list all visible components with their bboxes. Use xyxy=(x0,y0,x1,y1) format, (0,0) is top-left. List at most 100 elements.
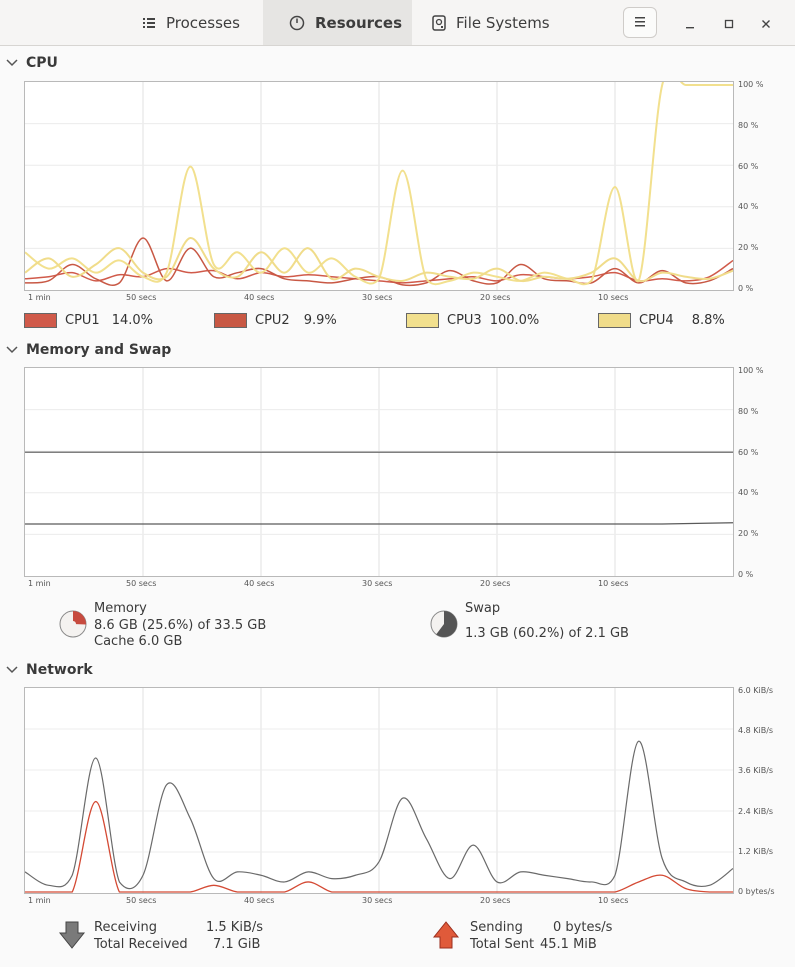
total-received-label: Total Received xyxy=(94,937,188,952)
tab-file-systems[interactable]: File Systems xyxy=(416,0,566,45)
tab-file-systems-label: File Systems xyxy=(456,13,550,32)
download-arrow-icon xyxy=(58,920,86,954)
x-tick-label: 1 min xyxy=(28,896,51,905)
y-tick-label: 20 % xyxy=(738,529,759,539)
x-tick-label: 20 secs xyxy=(480,579,511,588)
y-tick-label: 0 % xyxy=(738,570,754,579)
y-tick-label: 60 % xyxy=(738,447,759,457)
receiving-info: Receiving 1.5 KiB/s Total Received 7.1 GiB xyxy=(94,919,263,953)
y-tick-label: 60 % xyxy=(738,161,759,171)
total-sent-label: Total Sent xyxy=(470,937,535,952)
x-tick-label: 20 secs xyxy=(480,293,511,302)
cpu3-name: CPU3 xyxy=(447,313,482,328)
close-button[interactable] xyxy=(756,13,776,33)
tab-resources[interactable]: Resources xyxy=(263,0,412,45)
x-tick-label: 10 secs xyxy=(598,896,629,905)
memory-info: Memory 8.6 GB (25.6%) of 33.5 GB Cache 6… xyxy=(94,601,266,651)
network-section-header[interactable]: Network xyxy=(6,662,93,678)
network-section-title: Network xyxy=(26,662,93,678)
series-line-cpu3 xyxy=(25,82,733,286)
y-tick-label: 40 % xyxy=(738,488,759,498)
tab-resources-label: Resources xyxy=(315,13,403,32)
cpu1-name: CPU1 xyxy=(65,313,100,328)
y-tick-label: 3.6 KiB/s xyxy=(738,766,774,776)
receiving-value: 1.5 KiB/s xyxy=(206,920,264,935)
series-line-cpu4 xyxy=(25,237,733,283)
y-tick-label: 100 % xyxy=(738,80,764,89)
y-tick-label: 2.4 KiB/s xyxy=(738,806,774,816)
x-tick-label: 50 secs xyxy=(126,579,157,588)
cpu4-value: 8.8% xyxy=(691,313,725,328)
memory-chart-svg xyxy=(25,368,733,576)
swap-pie-icon xyxy=(429,609,459,643)
memory-label: Memory xyxy=(94,601,147,616)
upload-arrow-icon xyxy=(432,920,460,954)
receiving-label: Receiving xyxy=(94,920,158,935)
tab-processes[interactable]: Processes xyxy=(126,0,258,45)
cpu-section-title: CPU xyxy=(26,55,58,71)
minimize-icon xyxy=(685,14,695,33)
memory-pie-icon xyxy=(58,609,88,643)
maximize-button[interactable] xyxy=(719,13,739,33)
swap-used: 1.3 GB (60.2%) of 2.1 GB xyxy=(465,625,629,641)
y-tick-label: 4.8 KiB/s xyxy=(738,726,774,736)
legend-cpu2[interactable]: CPU2 9.9% xyxy=(214,313,337,328)
close-icon xyxy=(761,14,771,33)
y-tick-label: 40 % xyxy=(738,202,759,212)
y-tick-label: 1.2 KiB/s xyxy=(738,846,774,856)
legend-cpu4[interactable]: CPU4 8.8% xyxy=(598,313,725,328)
disk-icon xyxy=(432,14,446,31)
x-tick-label: 50 secs xyxy=(126,896,157,905)
chevron-down-icon xyxy=(6,662,18,678)
cpu2-color-swatch[interactable] xyxy=(214,313,247,328)
sending-label: Sending xyxy=(470,920,523,935)
chevron-down-icon xyxy=(6,342,18,358)
legend-cpu3[interactable]: CPU3 100.0% xyxy=(406,313,539,328)
x-tick-label: 30 secs xyxy=(362,293,393,302)
maximize-icon xyxy=(724,14,734,33)
y-tick-label: 0 % xyxy=(738,284,754,293)
legend-cpu1[interactable]: CPU1 14.0% xyxy=(24,313,153,328)
cpu2-value: 9.9% xyxy=(303,313,337,328)
menu-button[interactable] xyxy=(623,7,657,38)
minimize-button[interactable] xyxy=(680,13,700,33)
x-tick-label: 30 secs xyxy=(362,579,393,588)
x-tick-label: 10 secs xyxy=(598,293,629,302)
y-tick-label: 6.0 KiB/s xyxy=(738,686,774,695)
chevron-down-icon xyxy=(6,55,18,71)
y-tick-label: 80 % xyxy=(738,406,759,416)
memory-section-header[interactable]: Memory and Swap xyxy=(6,342,171,358)
y-tick-label: 100 % xyxy=(738,366,764,375)
cpu1-value: 14.0% xyxy=(111,313,154,328)
list-icon xyxy=(142,16,156,30)
memory-cache: Cache 6.0 GB xyxy=(94,634,183,649)
memory-used: 8.6 GB (25.6%) of 33.5 GB xyxy=(94,617,267,633)
cpu4-color-swatch[interactable] xyxy=(598,313,631,328)
sending-value: 0 bytes/s xyxy=(553,920,613,935)
cpu3-color-swatch[interactable] xyxy=(406,313,439,328)
x-tick-label: 40 secs xyxy=(244,896,275,905)
cpu3-value: 100.0% xyxy=(489,313,540,328)
x-tick-label: 50 secs xyxy=(126,293,157,302)
cpu-chart-svg xyxy=(25,82,733,290)
cpu1-color-swatch[interactable] xyxy=(24,313,57,328)
cpu2-name: CPU2 xyxy=(255,313,290,328)
x-tick-label: 20 secs xyxy=(480,896,511,905)
sending-info: Sending 0 bytes/s Total Sent 45.1 MiB xyxy=(470,919,612,953)
swap-label: Swap xyxy=(465,601,501,616)
y-tick-label: 0 bytes/s xyxy=(738,887,775,896)
y-tick-label: 80 % xyxy=(738,120,759,130)
memory-section-title: Memory and Swap xyxy=(26,342,172,358)
x-tick-label: 30 secs xyxy=(362,896,393,905)
memory-graph xyxy=(24,367,734,577)
header-bar: Processes Resources File Systems xyxy=(0,0,795,46)
x-tick-label: 40 secs xyxy=(244,293,275,302)
tab-processes-label: Processes xyxy=(166,13,240,32)
hamburger-icon xyxy=(633,13,647,32)
total-sent-value: 45.1 MiB xyxy=(540,937,597,952)
y-tick-label: 20 % xyxy=(738,243,759,253)
gauge-icon xyxy=(289,15,305,31)
network-graph xyxy=(24,687,734,894)
series-line-receiving xyxy=(25,740,733,890)
cpu-section-header[interactable]: CPU xyxy=(6,55,58,71)
